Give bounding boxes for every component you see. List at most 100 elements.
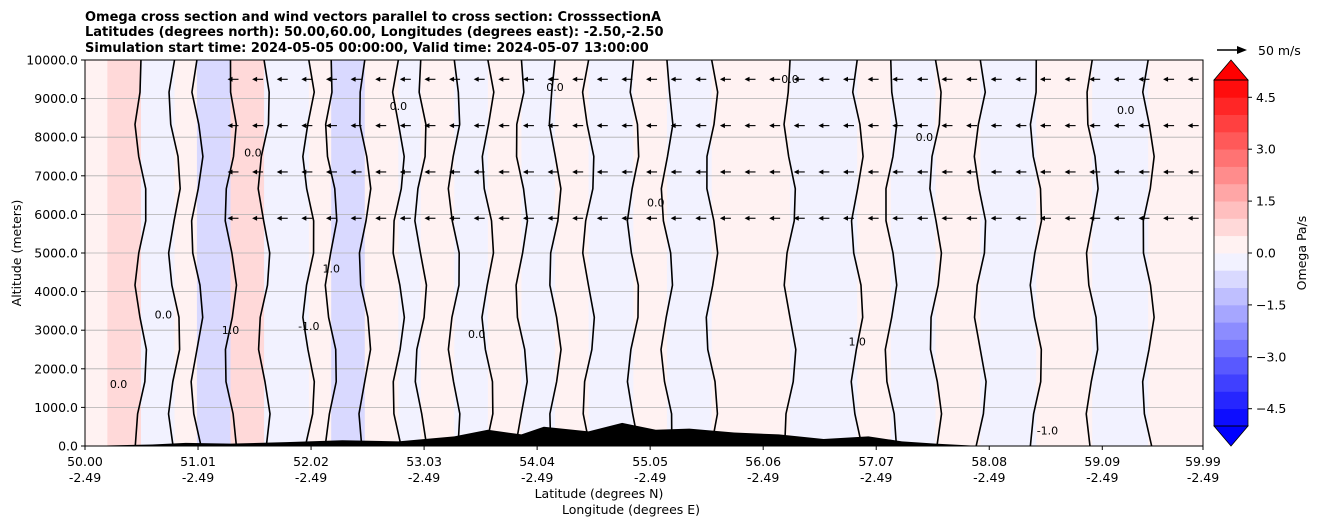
wind-vector-head [498,169,504,175]
wind-vector-head [227,215,233,221]
wind-vector-head [1064,215,1070,221]
wind-vector-head [621,169,627,175]
wind-vector-head [793,169,799,175]
colorbar-level [1214,322,1248,340]
x-tick-label-lon: -2.49 [69,470,101,485]
wind-vector-head [301,76,307,82]
wind-vector-head [1138,169,1144,175]
colorbar-extend-min [1213,425,1249,447]
colorbar-level [1214,339,1248,358]
x-tick-label-lon: -2.49 [860,470,892,485]
contour-label: -1.0 [298,320,319,333]
wind-vector-head [301,123,307,129]
wind-vector-head [1113,123,1119,129]
colorbar-label: Omega Pa/s [1294,216,1309,291]
colorbar-level [1214,408,1248,427]
wind-vector-head [990,76,996,82]
wind-vector-head [1015,123,1021,129]
colorbar-level [1214,287,1248,306]
x-tick-label-lon: -2.49 [1187,470,1219,485]
wind-vector-head [1138,215,1144,221]
x-tick-label-lon: -2.49 [182,470,214,485]
wind-vector-head [670,123,676,129]
colorbar-level [1214,149,1248,167]
wind-vector-head [1039,169,1045,175]
colorbar-level [1214,218,1248,237]
wind-vector-head [941,76,947,82]
wind-vector-head [867,215,873,221]
wind-vector-head [596,123,602,129]
wind-vector-head [843,215,849,221]
contour-label: 0.0 [468,328,486,341]
x-tick-label-lon: -2.49 [973,470,1005,485]
y-tick-label: 7000.0 [34,168,78,183]
contour-label: 0.0 [647,197,665,210]
wind-vector-head [892,123,898,129]
wind-vector-head [424,76,430,82]
wind-vector-head [744,215,750,221]
wind-vector-head [547,215,553,221]
chart-title: Omega cross section and wind vectors par… [85,10,664,56]
colorbar-level [1214,183,1248,202]
y-tick-label: 9000.0 [34,91,78,106]
wind-vector-head [966,76,972,82]
wind-vector-head [572,215,578,221]
colorbar-tick-label: 0.0 [1256,246,1276,261]
wind-vector-head [769,123,775,129]
contour-line-zero [224,59,238,447]
wind-vector-head [892,169,898,175]
colorbar-tick-label: 4.5 [1256,90,1276,105]
wind-vector-head [252,76,258,82]
wind-vector-head [744,76,750,82]
colorbar-tick-label: −3.0 [1256,349,1286,364]
x-tick-label-lat: 57.07 [858,454,894,469]
wind-vector-head [572,169,578,175]
wind-vector-head [670,215,676,221]
y-tick-label: 10000.0 [26,53,78,68]
wind-vector-head [449,215,455,221]
wind-vector-head [1113,76,1119,82]
plot-area: 0.0 0.0 0.0 1.0 0.0 0.0 0.0 0.0 0.0 1.0 0.0 -1.0 0.0… [84,59,1204,447]
wind-vector-head [892,215,898,221]
x-tick-label-lat: 59.09 [1084,454,1120,469]
y-tick-label: 8000.0 [34,130,78,145]
wind-vector-head [449,169,455,175]
wind-vector-head [449,123,455,129]
wind-vector-head [375,215,381,221]
y-tick-label: 5000.0 [34,246,78,261]
wind-vector-head [301,215,307,221]
contour-label: 0.0 [781,73,799,86]
contour-line-zero [447,59,461,447]
wind-vector-head [818,169,824,175]
wind-vector-head [498,123,504,129]
wind-vector-head [227,169,233,175]
wind-vector-head [941,215,947,221]
colorbar-extend-max [1213,59,1249,81]
wind-vector-head [227,123,233,129]
contour-line-zero [1141,59,1155,447]
wind-vector-head [473,123,479,129]
wind-vector-head [350,123,356,129]
wind-vector-head [769,215,775,221]
colorbar-level [1214,391,1248,410]
wind-vector-head [522,169,528,175]
wind-vector-head [966,169,972,175]
quiver-key: 50 m/s [1217,43,1301,58]
wind-vector-head [1015,215,1021,221]
contour-label: 1.0 [848,336,866,349]
colorbar-tick-label: 3.0 [1256,142,1276,157]
wind-vector-head [547,76,553,82]
wind-vector-head [695,123,701,129]
wind-vector-head [473,215,479,221]
wind-vector-head [547,169,553,175]
wind-vector-head [646,76,652,82]
contour-line-zero [1085,59,1099,447]
wind-vector-head [596,169,602,175]
contour-label: 1.0 [222,324,240,337]
wind-vector-head [1163,123,1169,129]
wind-vector-head [350,76,356,82]
x-tick-label-lat: 59.99 [1185,454,1221,469]
wind-vector-head [719,76,725,82]
wind-vector-head [1187,76,1193,82]
